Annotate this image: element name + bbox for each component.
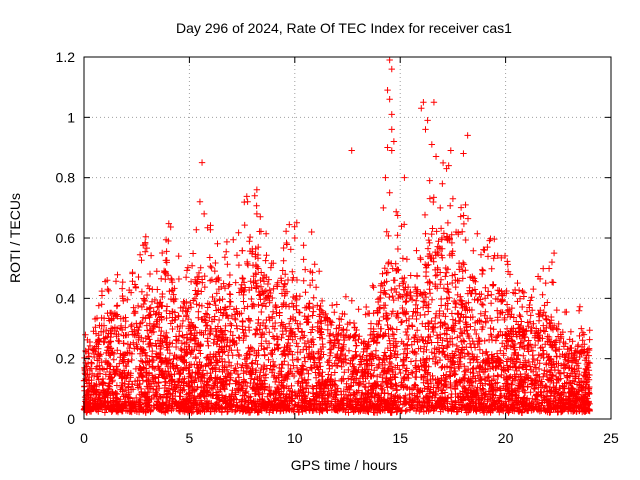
data-point (291, 234, 298, 242)
data-point (548, 258, 556, 266)
y-tick-label: 1.2 (56, 49, 76, 65)
data-point (462, 201, 469, 209)
data-point (550, 249, 558, 257)
data-point (382, 174, 389, 181)
data-point (388, 147, 395, 154)
data-point (308, 228, 315, 236)
data-point (384, 86, 391, 94)
data-point (428, 141, 436, 148)
data-point (464, 132, 471, 139)
data-point (424, 117, 431, 124)
data-point (430, 99, 438, 106)
x-tick-label: 0 (80, 430, 88, 446)
x-tick-labels: 0 5 10 15 20 25 (80, 430, 619, 446)
data-point (447, 147, 454, 154)
y-axis-label: ROTI / TECUs (7, 193, 23, 283)
y-tick-label: 0.6 (56, 230, 76, 246)
data-point (200, 210, 208, 218)
scatter-cloud (80, 159, 594, 416)
data-point (432, 153, 440, 160)
data-point (196, 198, 204, 205)
data-point (401, 174, 408, 181)
data-point (348, 147, 355, 154)
y-tick-label: 1 (67, 109, 75, 125)
data-point (390, 138, 398, 145)
data-point (426, 177, 433, 184)
data-point (103, 277, 111, 284)
data-point (384, 144, 391, 151)
data-points (80, 56, 594, 416)
data-point (386, 56, 393, 64)
data-point (449, 195, 457, 202)
data-point (481, 246, 488, 254)
x-tick-label: 25 (603, 430, 619, 446)
data-point (422, 126, 429, 133)
data-point (420, 99, 427, 106)
data-point (386, 189, 393, 196)
data-point (198, 159, 206, 166)
y-tick-label: 0.2 (56, 351, 76, 367)
data-point (418, 105, 425, 112)
y-tick-labels: 0 0.2 0.4 0.6 0.8 1 1.2 (56, 49, 76, 427)
data-point (253, 210, 261, 218)
axis-ticks (83, 56, 612, 420)
data-point (437, 204, 444, 212)
y-tick-label: 0.8 (56, 170, 76, 186)
data-point (388, 126, 395, 133)
data-point (439, 180, 446, 187)
data-point (251, 192, 258, 199)
data-point (141, 240, 149, 248)
data-point (380, 204, 387, 212)
x-tick-label: 15 (392, 430, 408, 446)
data-point (460, 150, 467, 157)
x-tick-label: 5 (186, 430, 194, 446)
data-point (165, 237, 172, 245)
y-tick-label: 0 (67, 411, 75, 427)
data-point (388, 111, 395, 118)
y-tick-label: 0.4 (56, 290, 76, 306)
data-point (253, 186, 261, 193)
x-axis-label: GPS time / hours (291, 457, 398, 473)
chart-title: Day 296 of 2024, Rate Of TEC Index for r… (176, 20, 512, 36)
x-tick-label: 10 (287, 430, 303, 446)
data-point (445, 162, 452, 169)
x-tick-label: 20 (498, 430, 514, 446)
data-point (386, 96, 393, 103)
data-point (388, 65, 395, 73)
